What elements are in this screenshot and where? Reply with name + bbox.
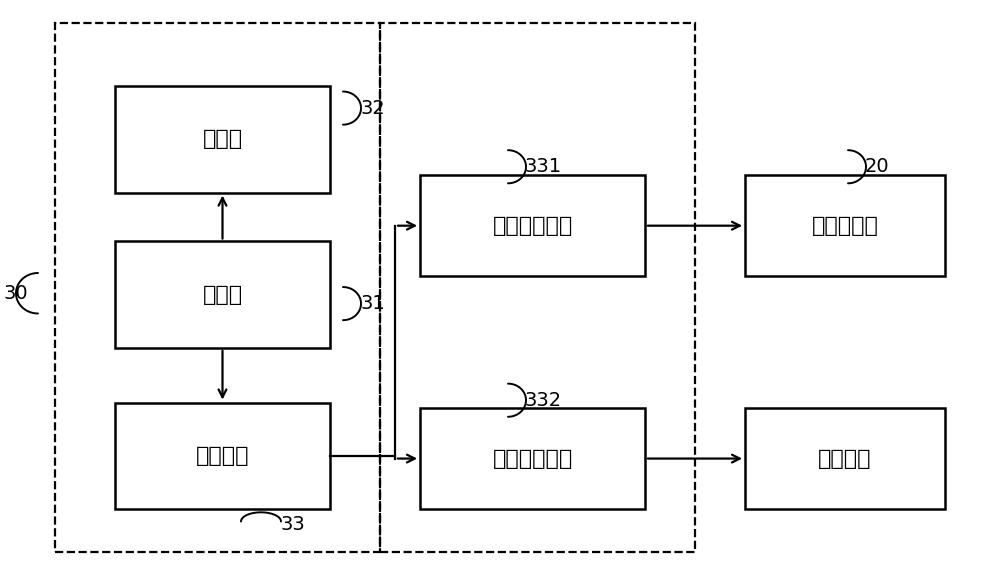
Text: 第二通信接口: 第二通信接口	[492, 448, 573, 469]
Bar	[55, 23, 380, 552]
Bar	[420, 175, 645, 276]
Text: 第一通信接口: 第一通信接口	[492, 216, 573, 236]
Bar	[115, 242, 330, 348]
Text: 通信接口: 通信接口	[196, 446, 249, 466]
Bar	[115, 402, 330, 509]
Bar	[380, 23, 695, 552]
Text: 30: 30	[3, 283, 28, 303]
Text: 32: 32	[360, 98, 385, 118]
Text: 板状显示屏: 板状显示屏	[812, 216, 878, 236]
Bar	[745, 408, 945, 509]
Text: 20: 20	[865, 157, 890, 177]
Text: 外部设备: 外部设备	[818, 448, 872, 469]
Text: 处理器: 处理器	[202, 285, 243, 305]
Text: 存储器: 存储器	[202, 129, 243, 150]
Bar	[420, 408, 645, 509]
Text: 331: 331	[525, 157, 562, 177]
Text: 31: 31	[360, 294, 385, 313]
Bar	[745, 175, 945, 276]
Text: 332: 332	[525, 390, 562, 410]
Bar	[115, 86, 330, 193]
Text: 33: 33	[280, 515, 305, 534]
